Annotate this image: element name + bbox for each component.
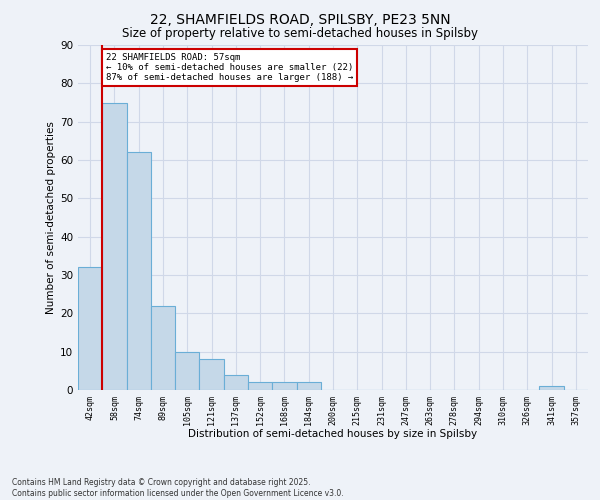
Bar: [102, 102, 127, 390]
Text: Size of property relative to semi-detached houses in Spilsby: Size of property relative to semi-detach…: [122, 28, 478, 40]
Bar: [539, 386, 564, 390]
Bar: [199, 360, 224, 390]
Text: 22, SHAMFIELDS ROAD, SPILSBY, PE23 5NN: 22, SHAMFIELDS ROAD, SPILSBY, PE23 5NN: [149, 12, 451, 26]
Bar: [175, 352, 199, 390]
Bar: [224, 374, 248, 390]
Bar: [127, 152, 151, 390]
Bar: [272, 382, 296, 390]
Text: Contains HM Land Registry data © Crown copyright and database right 2025.
Contai: Contains HM Land Registry data © Crown c…: [12, 478, 344, 498]
Bar: [78, 268, 102, 390]
Bar: [248, 382, 272, 390]
Text: 22 SHAMFIELDS ROAD: 57sqm
← 10% of semi-detached houses are smaller (22)
87% of : 22 SHAMFIELDS ROAD: 57sqm ← 10% of semi-…: [106, 52, 353, 82]
Bar: [296, 382, 321, 390]
Bar: [151, 306, 175, 390]
X-axis label: Distribution of semi-detached houses by size in Spilsby: Distribution of semi-detached houses by …: [188, 429, 478, 439]
Y-axis label: Number of semi-detached properties: Number of semi-detached properties: [46, 121, 56, 314]
